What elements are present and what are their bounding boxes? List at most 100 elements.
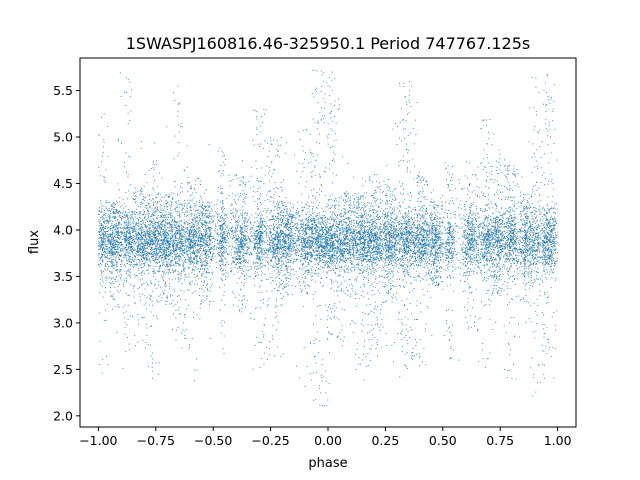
data-point (134, 240, 136, 242)
data-point (204, 260, 206, 261)
data-point (118, 237, 120, 239)
data-point (104, 248, 106, 250)
data-point (149, 233, 151, 235)
data-point (167, 216, 169, 218)
data-point (258, 238, 260, 240)
data-point (186, 207, 188, 209)
data-point (155, 238, 157, 240)
data-point (183, 260, 185, 262)
data-point (171, 202, 173, 204)
data-point (239, 266, 240, 268)
data-point (145, 245, 146, 247)
data-point (223, 257, 225, 259)
data-point (210, 259, 212, 260)
data-point (159, 247, 161, 249)
data-point (205, 262, 207, 264)
data-point (217, 243, 219, 245)
data-point (179, 241, 181, 243)
data-point (212, 257, 214, 259)
data-point (100, 257, 102, 259)
data-point (161, 240, 163, 242)
data-point (139, 189, 141, 191)
data-point (193, 234, 195, 236)
data-point (208, 209, 210, 211)
data-point (159, 268, 160, 270)
data-point (175, 211, 177, 212)
data-point (112, 263, 113, 265)
data-point (134, 303, 136, 305)
data-point (175, 206, 177, 208)
data-point (238, 248, 240, 250)
data-point (173, 249, 175, 251)
data-point (167, 297, 169, 299)
data-point (170, 260, 172, 262)
data-point (196, 209, 198, 211)
data-point (158, 295, 160, 297)
data-point (201, 272, 203, 274)
data-point (232, 216, 234, 218)
data-point (144, 217, 146, 219)
data-point (100, 227, 102, 229)
data-point (99, 248, 101, 250)
data-point (223, 252, 225, 254)
data-point (169, 253, 171, 255)
data-point (152, 214, 154, 215)
data-point (216, 214, 218, 216)
data-point (233, 247, 235, 248)
data-point (150, 236, 152, 237)
data-point (244, 262, 246, 263)
data-point (211, 248, 213, 249)
data-point (196, 260, 198, 262)
data-point (122, 216, 124, 217)
data-point (160, 245, 162, 247)
data-point (266, 249, 268, 251)
data-point (209, 266, 211, 267)
data-point (156, 208, 158, 210)
data-point (184, 215, 186, 217)
data-point (118, 210, 120, 212)
data-point (160, 226, 162, 228)
data-point (263, 264, 265, 266)
data-point (105, 232, 106, 234)
data-point (248, 181, 250, 183)
data-point (113, 252, 115, 254)
data-point (241, 234, 243, 236)
data-point (147, 208, 149, 210)
data-point (221, 188, 223, 189)
data-point (100, 225, 102, 227)
data-point (180, 239, 182, 241)
data-point (184, 233, 185, 235)
data-point (193, 225, 195, 227)
data-point (121, 232, 123, 234)
data-point (155, 247, 157, 249)
data-point (157, 240, 159, 241)
data-point (193, 208, 195, 210)
data-point (209, 290, 211, 292)
data-point (242, 299, 244, 301)
data-point (191, 241, 193, 243)
data-point (226, 233, 228, 235)
data-point (217, 199, 219, 201)
data-point (181, 235, 182, 237)
data-point (98, 252, 100, 254)
data-point (255, 271, 257, 273)
data-point (197, 236, 199, 238)
data-point (180, 238, 182, 239)
data-point (175, 254, 177, 256)
data-point (110, 253, 112, 255)
data-point (141, 271, 143, 273)
data-point (247, 219, 249, 221)
data-point (136, 228, 138, 230)
data-point (210, 258, 212, 260)
data-point (150, 253, 152, 254)
data-point (262, 330, 264, 332)
data-point (204, 265, 206, 266)
data-point (172, 231, 174, 233)
data-point (200, 246, 202, 247)
data-point (260, 233, 262, 235)
data-point (164, 235, 166, 237)
data-point (254, 251, 256, 253)
data-point (115, 231, 117, 233)
data-point (205, 240, 207, 242)
data-point (174, 220, 176, 222)
